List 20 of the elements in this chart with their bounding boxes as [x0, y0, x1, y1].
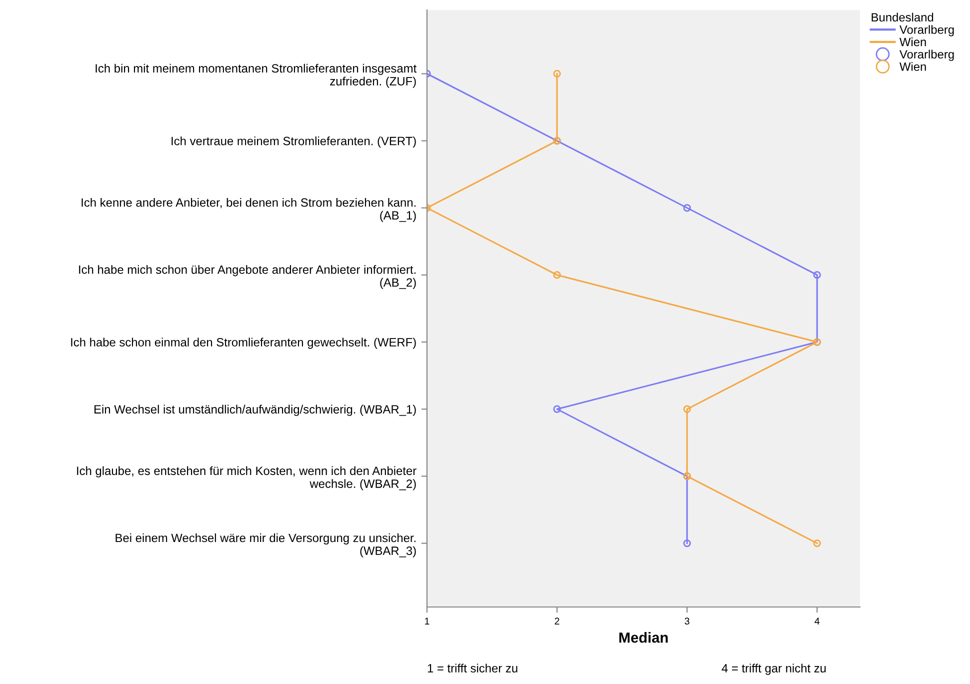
text: Wien	[899, 37, 926, 46]
y-tick-label: Ich kenne andere Anbieter, bei denen ich Strom beziehen kann. (AB_1)	[82, 198, 416, 222]
x-tick-label: 2	[554, 618, 560, 624]
legend-label: Wien	[899, 62, 926, 71]
text: Vorarlberg	[899, 25, 954, 36]
y-tick-label: Ich glaube, es entstehen für mich Kosten, wenn ich den Anbieter wechsle. (WBAR_2)	[77, 466, 416, 490]
y-tick-label: Ich habe schon einmal den Stromlieferanten gewechselt. (WERF)	[71, 338, 416, 349]
x-tick-label: 1	[425, 618, 430, 624]
y-tick-label: Ich vertraue meinem Stromlieferanten. (VERT)	[172, 136, 416, 148]
x-tick-label: 4	[814, 618, 820, 624]
legend-title: Bundesland	[872, 12, 934, 22]
x-tick-label: 3	[684, 618, 690, 625]
y-tick-label: Ich bin mit meinem momentanen Stromlieferanten insgesamt zufrieden. (ZUF)	[96, 64, 417, 88]
x-axis-title: Median	[619, 632, 668, 643]
legend-label: Vorarlberg	[899, 50, 954, 61]
y-tick-label: Bei einem Wechsel wäre mir die Versorgung zu unsicher. (WBAR_3)	[116, 533, 416, 558]
y-tick-label: Ich habe mich schon über Angebote anderer Anbieter informiert. (AB_2)	[79, 265, 416, 290]
text: 4 = trifft gar nicht zu	[722, 664, 826, 675]
y-tick-label: Ein Wechsel ist umständlich/aufwändig/schwierig. (WBAR_1)	[94, 404, 416, 416]
text: 1 = trifft sicher zu	[428, 664, 518, 672]
